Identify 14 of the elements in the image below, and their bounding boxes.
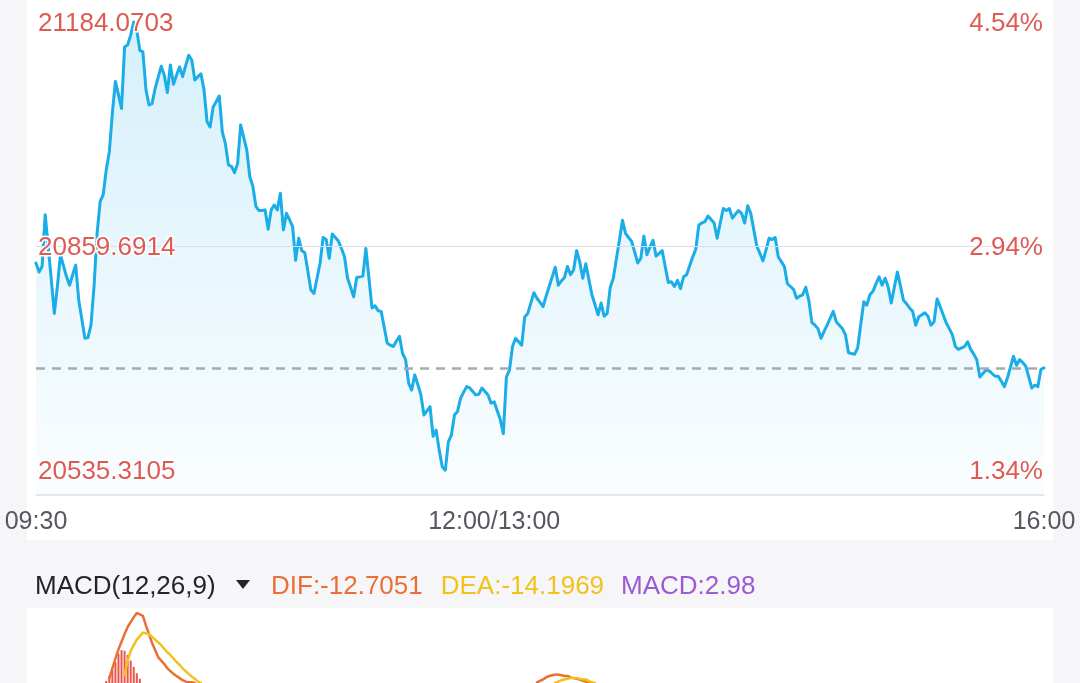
y2-tick-label: 4.54% bbox=[969, 7, 1043, 38]
y2-tick-label: 2.94% bbox=[969, 230, 1043, 261]
x-tick-label: 09:30 bbox=[4, 505, 68, 534]
text: DIF:-12.7051 bbox=[271, 570, 423, 600]
y-tick-label: 21184.0703 bbox=[38, 7, 174, 38]
y2-tick-label: 1.34% bbox=[969, 454, 1043, 485]
chart-title: MACD(12,26,9) bbox=[35, 570, 216, 600]
x-tick-label: 12:00/13:00 bbox=[428, 505, 561, 534]
x-tick-label: 16:00 bbox=[1012, 505, 1076, 534]
y-tick-label: 20535.3105 bbox=[38, 454, 176, 485]
text: MACD:2.98 bbox=[621, 570, 756, 600]
bar bbox=[105, 680, 108, 683]
text: DEA:-14.1969 bbox=[440, 570, 605, 600]
bar bbox=[117, 653, 120, 683]
